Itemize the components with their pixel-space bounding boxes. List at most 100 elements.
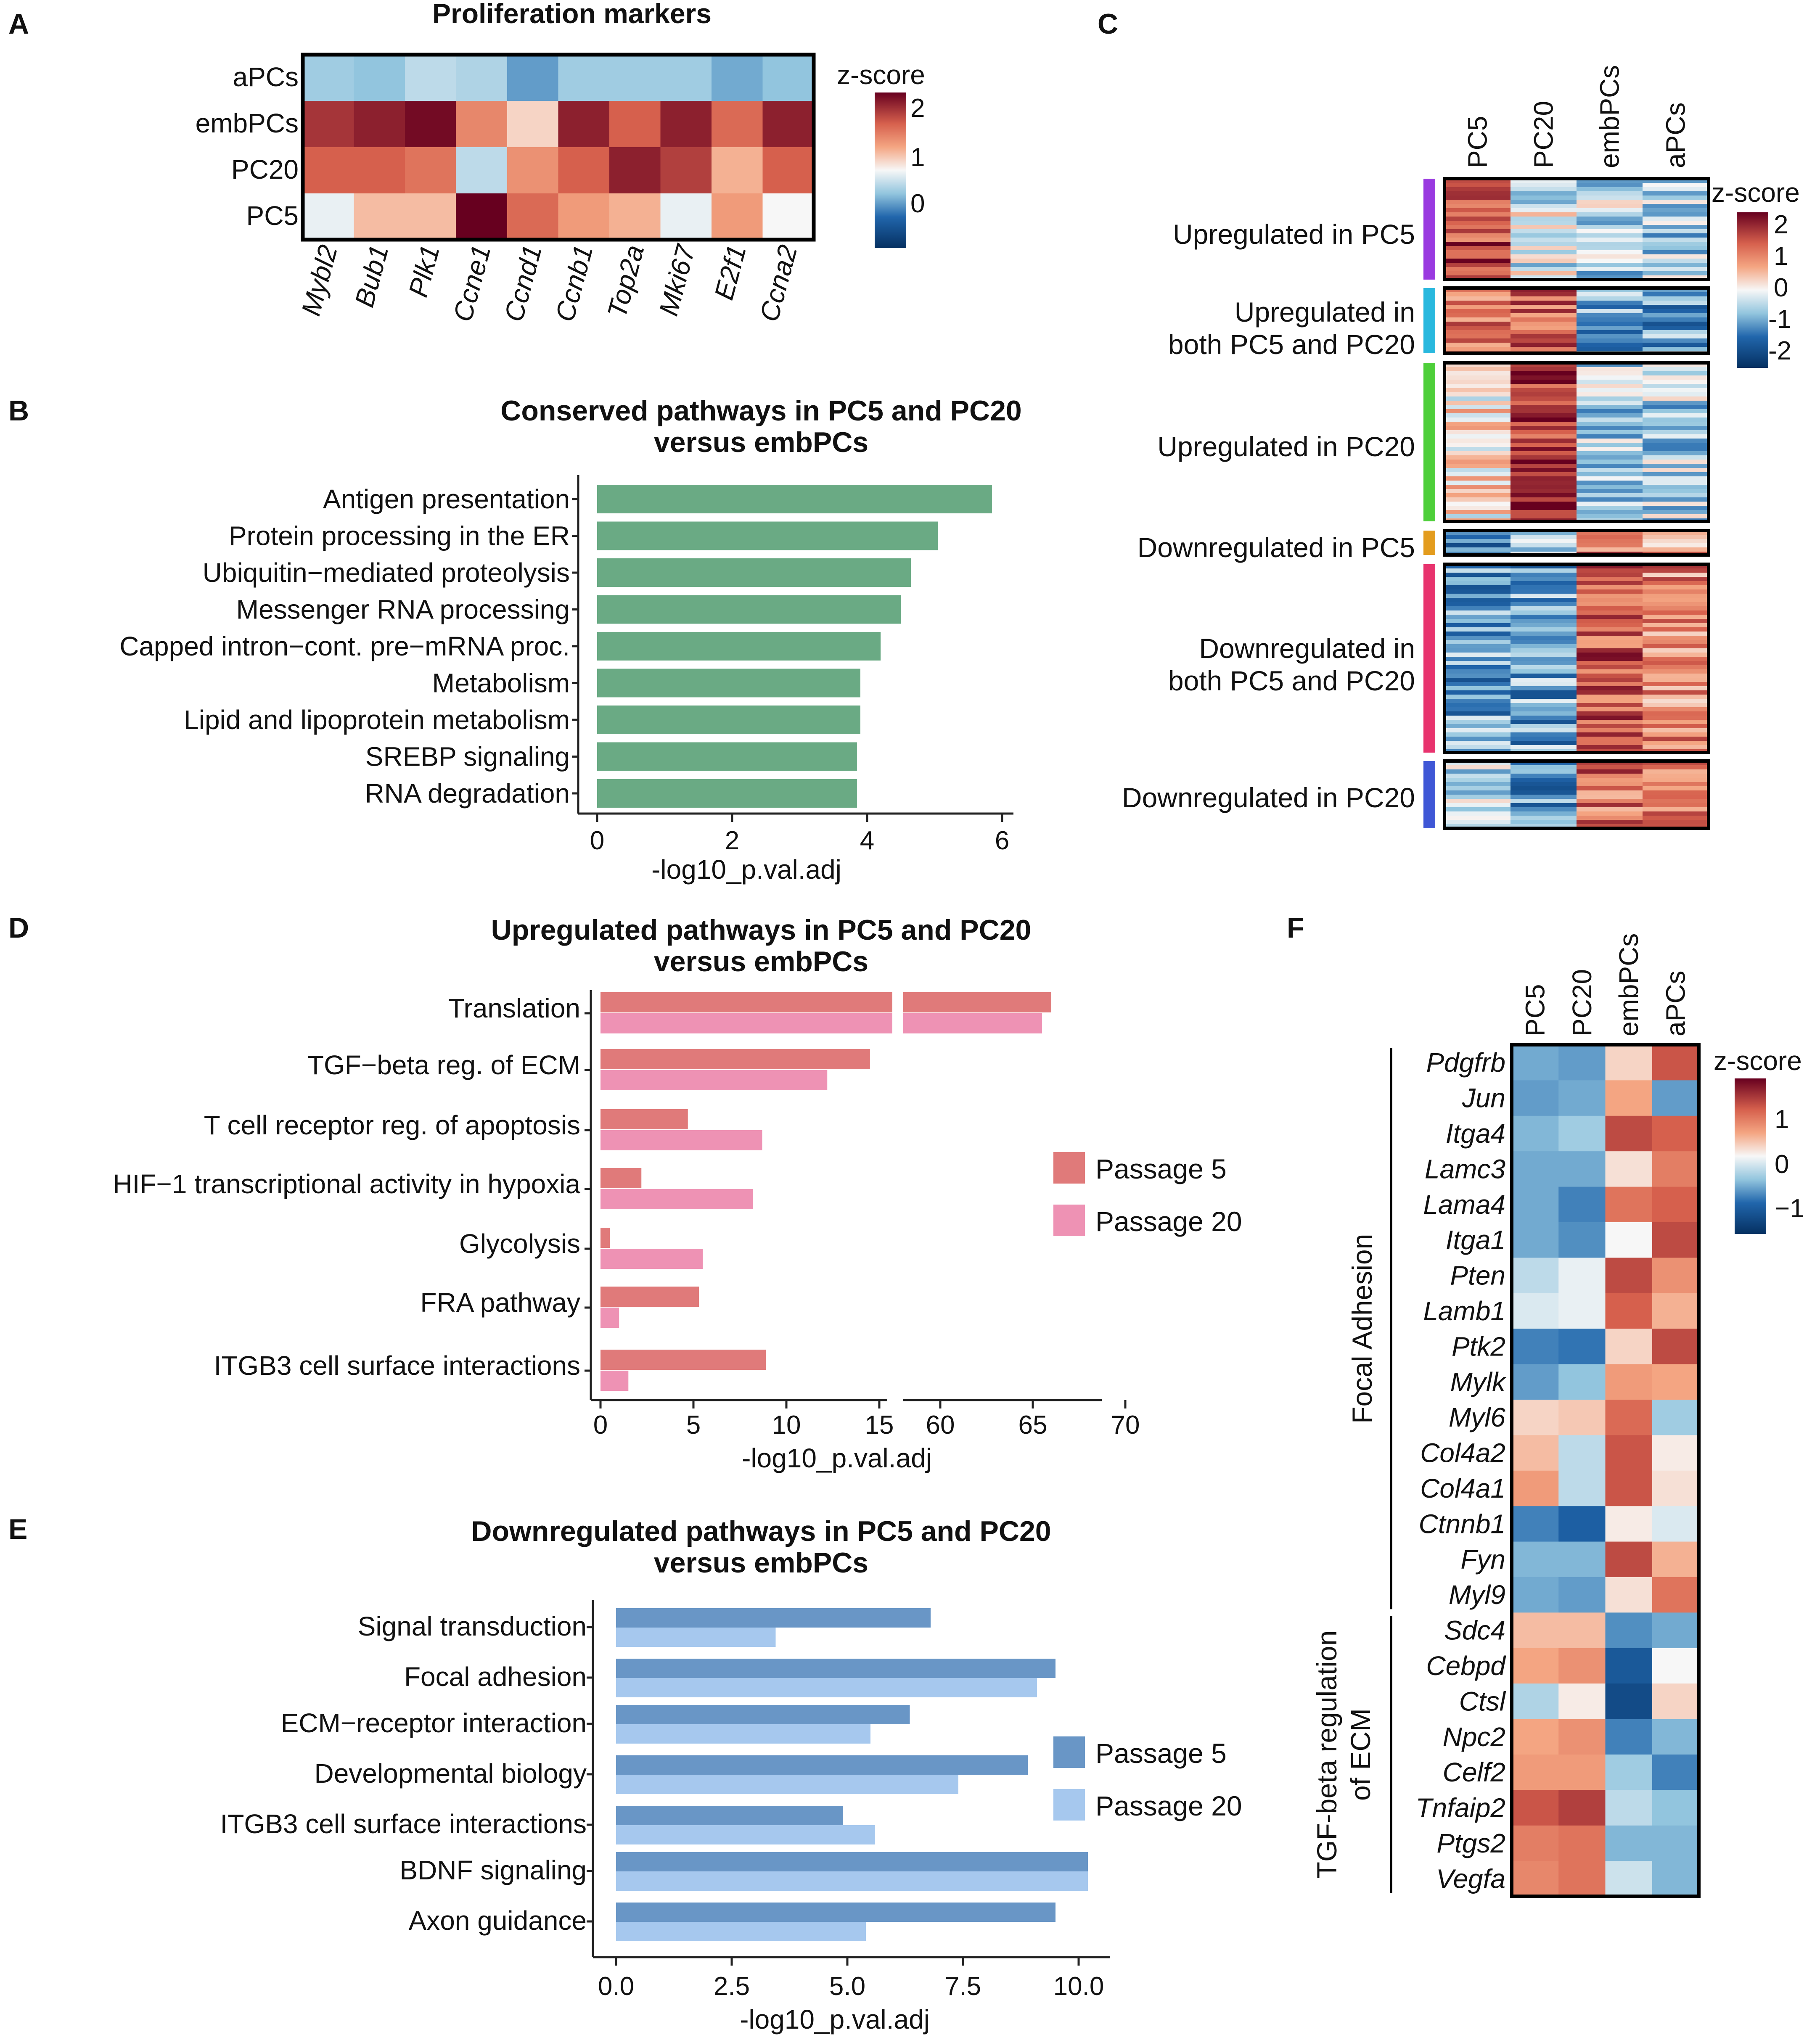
heatmap-cell [1577, 426, 1643, 431]
heatmap-cell [1577, 623, 1643, 628]
heatmap-cell [1510, 259, 1577, 263]
bar [616, 1705, 910, 1724]
heatmap-cell [507, 193, 558, 240]
heatmap-cell [1577, 396, 1643, 401]
heatmap-cell [1577, 380, 1643, 384]
heatmap-cell [660, 55, 712, 101]
heatmap-cell [1643, 343, 1709, 347]
heatmap-cell [1444, 204, 1511, 209]
cluster-label: Upregulated in PC5 [1173, 219, 1415, 250]
heatmap-cell [1510, 267, 1577, 272]
heatmap-cell [1643, 413, 1709, 418]
heatmap-cell [609, 147, 661, 194]
heatmap-cell [1643, 322, 1709, 326]
x-tick-label: 2 [725, 826, 739, 855]
heatmap-cell [1643, 661, 1709, 666]
heatmap-cell [1643, 451, 1709, 456]
bar [600, 1013, 892, 1033]
panel-b-title-2: versus embPCs [654, 426, 868, 458]
heatmap-cell [1510, 610, 1577, 615]
panel-f-legend-tick: 0 [1775, 1150, 1789, 1179]
panel-c-legend-tick: 0 [1774, 273, 1788, 302]
heatmap-cell [1605, 1151, 1653, 1187]
bar [616, 1659, 1055, 1678]
bar [600, 1070, 828, 1090]
heatmap-cell [1444, 502, 1511, 506]
heatmap-cell [1577, 464, 1643, 468]
heatmap-cell [1444, 183, 1511, 188]
col-label: PC20 [1529, 101, 1559, 168]
heatmap-cell [1510, 761, 1577, 766]
heatmap-cell [1512, 1151, 1559, 1187]
heatmap-cell [1558, 1577, 1606, 1613]
heatmap-cell [1643, 577, 1709, 581]
heatmap-cell [1510, 711, 1577, 716]
row-label: Itga4 [1446, 1118, 1505, 1149]
heatmap-cell [1577, 259, 1643, 263]
panel-c-col-labels: PC5 PC20 embPCs aPCs [1463, 65, 1691, 168]
heatmap-cell [1577, 690, 1643, 695]
heatmap-cell [1444, 259, 1511, 263]
heatmap-cell [1643, 623, 1709, 628]
heatmap-cell [1643, 795, 1709, 799]
heatmap-cell [1605, 1541, 1653, 1578]
heatmap-cell [1577, 254, 1643, 259]
heatmap-cell [1444, 644, 1511, 649]
heatmap-cell [1643, 447, 1709, 452]
heatmap-cell [1643, 690, 1709, 695]
heatmap-cell [1643, 594, 1709, 598]
heatmap-cell [1510, 250, 1577, 255]
category-label: Metabolism [432, 668, 570, 698]
cluster-color-bar [1423, 564, 1435, 753]
heatmap-cell [1577, 196, 1643, 200]
heatmap-cell [1577, 275, 1643, 280]
heatmap-cell [1577, 745, 1643, 750]
heatmap-cell [1577, 401, 1643, 405]
panel-f-legend-title: z-score [1714, 1046, 1802, 1076]
bar [616, 1903, 1055, 1922]
heatmap-cell [1605, 1400, 1653, 1435]
heatmap-cell [1444, 317, 1511, 322]
heatmap-cell [1643, 460, 1709, 464]
heatmap-cell [1510, 418, 1577, 422]
heatmap-cell [1643, 493, 1709, 498]
heatmap-cell [1605, 1683, 1653, 1720]
heatmap-cell [1643, 472, 1709, 477]
heatmap-cell [1577, 795, 1643, 799]
bar [600, 1228, 610, 1248]
heatmap-cell [1444, 811, 1511, 816]
col-label: E2f1 [709, 242, 752, 303]
heatmap-cell [1643, 434, 1709, 439]
category-label: Translation [448, 993, 580, 1023]
panel-d-legend-swatch-p5 [1053, 1152, 1085, 1184]
heatmap-cell [1643, 271, 1709, 276]
heatmap-cell [1444, 678, 1511, 682]
category-label: TGF−beta reg. of ECM [307, 1050, 580, 1080]
heatmap-cell [1643, 699, 1709, 703]
heatmap-cell [1444, 371, 1511, 376]
heatmap-cell [1444, 627, 1511, 632]
heatmap-cell [1652, 1506, 1699, 1542]
heatmap-cell [1558, 1790, 1606, 1826]
heatmap-cell [1558, 1400, 1606, 1435]
heatmap-cell [1444, 401, 1511, 405]
heatmap-cell [1512, 1258, 1559, 1294]
heatmap-cell [1444, 322, 1511, 326]
heatmap-cell [1444, 367, 1511, 372]
heatmap-cell [1643, 610, 1709, 615]
heatmap-cell [1577, 674, 1643, 678]
heatmap-cell [558, 55, 610, 101]
bar [600, 1308, 619, 1328]
panel-f-legend-tick: −1 [1775, 1194, 1804, 1223]
category-label: Lipid and lipoprotein metabolism [184, 705, 570, 735]
heatmap-cell [1643, 514, 1709, 519]
heatmap-cell [1577, 644, 1643, 649]
heatmap-cell [1643, 200, 1709, 204]
heatmap-cell [1652, 1045, 1699, 1081]
heatmap-cell [1444, 623, 1511, 628]
heatmap-cell [1577, 439, 1643, 443]
heatmap-cell [1652, 1080, 1699, 1116]
heatmap-cell [712, 147, 763, 194]
heatmap-cell [1643, 786, 1709, 791]
